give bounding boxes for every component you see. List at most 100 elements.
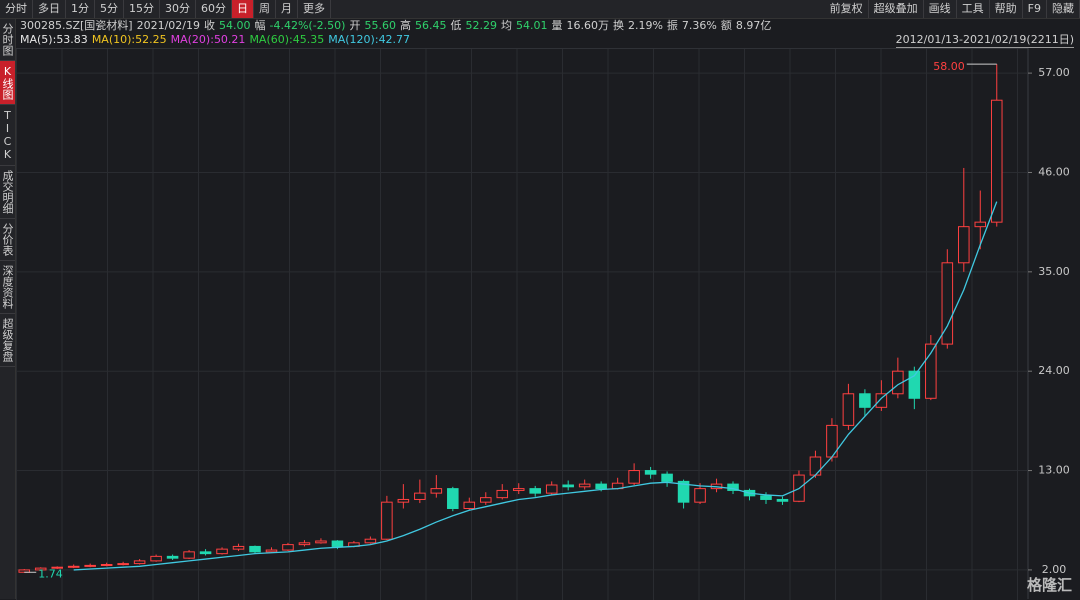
watermark: 格隆汇 bbox=[1026, 576, 1072, 594]
period-tab[interactable]: 月 bbox=[276, 0, 298, 18]
side-tab[interactable]: 超级复盘 bbox=[0, 314, 15, 367]
y-tick-label: 35.00 bbox=[1038, 265, 1070, 278]
candle-body bbox=[694, 488, 706, 503]
period-tab[interactable]: 周 bbox=[254, 0, 276, 18]
candle-body bbox=[430, 488, 443, 494]
field-label: 收 bbox=[204, 19, 215, 32]
candle-body bbox=[84, 564, 96, 567]
candle-body bbox=[859, 393, 871, 408]
candle-body bbox=[397, 498, 410, 503]
date-range[interactable]: 2012/01/13-2021/02/19(2211日) bbox=[895, 33, 1074, 48]
field-value: 52.29 bbox=[465, 19, 497, 32]
field-value: 7.36% bbox=[681, 19, 717, 32]
tool-tab[interactable]: 工具 bbox=[957, 0, 990, 18]
field-label: 均 bbox=[500, 19, 512, 32]
candle-body bbox=[677, 480, 690, 503]
sidebar: 分时图 K线图 TICK 成交明细 分价表 深度资料 超级复盘 bbox=[0, 19, 16, 599]
field-value: 54.01 bbox=[515, 19, 548, 32]
candle-body bbox=[265, 549, 278, 553]
field-value: 2.19% bbox=[627, 19, 663, 32]
ma-line bbox=[73, 201, 998, 571]
period-tab[interactable]: 60分 bbox=[196, 0, 232, 18]
candle-body bbox=[282, 544, 294, 551]
candle-body bbox=[331, 540, 344, 547]
tool-tab[interactable]: 超级叠加 bbox=[869, 0, 924, 18]
tool-tab[interactable]: 前复权 bbox=[825, 0, 869, 18]
candle-body bbox=[51, 566, 63, 569]
candle-body bbox=[578, 483, 591, 488]
quote-date: 2021/02/19 bbox=[136, 19, 200, 32]
candle-body bbox=[941, 262, 954, 345]
side-tab[interactable]: K线图 bbox=[0, 61, 15, 105]
candle-body bbox=[216, 548, 228, 555]
y-tick-label: 24.00 bbox=[1038, 364, 1070, 377]
min-label: 1.74 bbox=[38, 567, 63, 580]
candle-body bbox=[67, 565, 80, 568]
period-tab[interactable]: 30分 bbox=[160, 0, 196, 18]
candle-body bbox=[628, 470, 640, 484]
tool-tab[interactable]: F9 bbox=[1023, 0, 1047, 18]
field-value: 55.60 bbox=[364, 19, 396, 32]
ma-value: 50.21 bbox=[213, 33, 246, 46]
candle-body bbox=[661, 473, 673, 482]
period-tab[interactable]: 多日 bbox=[33, 0, 66, 18]
candle-body bbox=[117, 563, 129, 566]
ma-value: 45.35 bbox=[292, 33, 325, 46]
max-label: 58.00 bbox=[933, 60, 965, 73]
candle-body bbox=[315, 540, 327, 544]
candle-body bbox=[166, 555, 179, 559]
candle-body bbox=[150, 555, 162, 562]
candle-body bbox=[727, 483, 739, 491]
field-label: 幅 bbox=[254, 19, 266, 32]
ma-label: MA(10): bbox=[91, 33, 136, 46]
side-tab[interactable]: 深度资料 bbox=[0, 261, 15, 314]
y-tick-label: 2.00 bbox=[1042, 563, 1067, 576]
side-tab[interactable]: 分时图 bbox=[0, 19, 15, 61]
ma-label: MA(120): bbox=[328, 33, 379, 46]
field-value: 8.97亿 bbox=[735, 19, 772, 32]
candle-body bbox=[249, 545, 261, 553]
candle-body bbox=[958, 226, 970, 264]
ma-label: MA(60): bbox=[249, 33, 293, 46]
candle-body bbox=[381, 501, 393, 540]
stock-code: 300285.SZ[国瓷材料] bbox=[20, 19, 133, 32]
candle-body bbox=[990, 99, 1003, 223]
period-tab[interactable]: 1分 bbox=[66, 0, 95, 18]
field-label: 高 bbox=[399, 19, 411, 32]
tool-tab[interactable]: 画线 bbox=[924, 0, 957, 18]
period-tab[interactable]: 日 bbox=[232, 0, 254, 18]
side-tab[interactable]: TICK bbox=[0, 105, 15, 166]
candle-body bbox=[776, 498, 789, 502]
side-tab[interactable]: 成交明细 bbox=[0, 166, 15, 219]
field-label: 换 bbox=[612, 19, 624, 32]
candle-body bbox=[463, 501, 476, 509]
candle-body bbox=[842, 393, 855, 426]
candle-body bbox=[183, 551, 195, 559]
field-label: 额 bbox=[720, 19, 732, 32]
candle-body bbox=[34, 567, 47, 571]
candle-body bbox=[496, 489, 509, 499]
candle-body bbox=[18, 569, 31, 573]
period-tab[interactable]: 分时 bbox=[0, 0, 33, 18]
field-label: 振 bbox=[666, 19, 678, 32]
toolbar: 分时 多日 1分 5分 15分 30分 60分日周月更多 前复权 超级叠加 画线 工具 帮助 F9 隐藏 bbox=[0, 0, 1080, 19]
candle-body bbox=[595, 483, 607, 490]
period-tab[interactable]: 更多 bbox=[298, 0, 331, 18]
period-tab[interactable]: 5分 bbox=[95, 0, 124, 18]
y-tick-label: 57.00 bbox=[1038, 66, 1070, 79]
ma-value: 53.83 bbox=[56, 33, 88, 46]
candle-body bbox=[925, 343, 937, 399]
tool-tab[interactable]: 帮助 bbox=[990, 0, 1023, 18]
candle-body bbox=[760, 495, 772, 500]
period-tab[interactable]: 15分 bbox=[124, 0, 160, 18]
candle-body bbox=[414, 492, 426, 500]
candle-body bbox=[364, 538, 377, 544]
y-tick-label: 13.00 bbox=[1038, 464, 1070, 477]
candle-body bbox=[529, 488, 541, 494]
side-tab[interactable]: 分价表 bbox=[0, 219, 15, 261]
candle-body bbox=[447, 488, 459, 509]
field-label: 量 bbox=[551, 19, 563, 32]
candle-body bbox=[809, 456, 822, 476]
